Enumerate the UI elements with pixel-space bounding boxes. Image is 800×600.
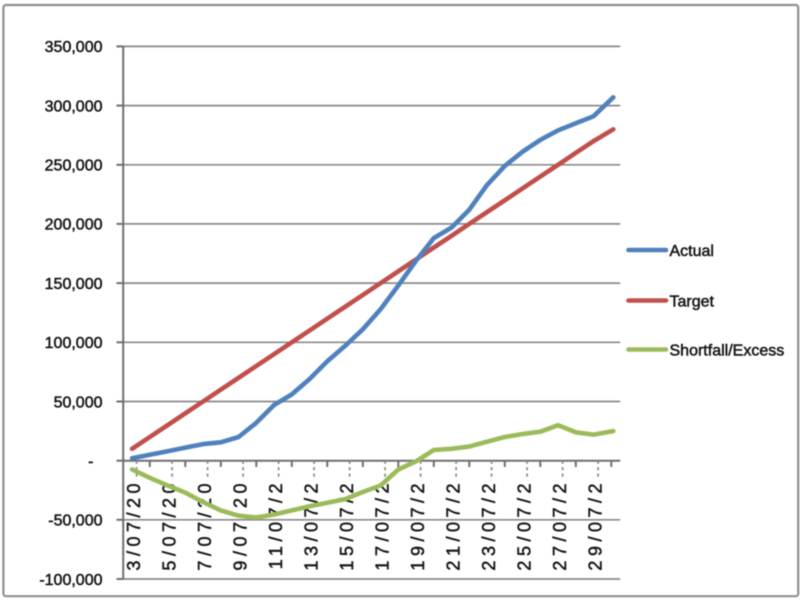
- svg-text:Shortfall/Excess: Shortfall/Excess: [670, 342, 785, 359]
- svg-text:-100,000: -100,000: [39, 572, 102, 589]
- svg-text:9/07/20: 9/07/20: [231, 479, 251, 571]
- svg-text:-: -: [88, 454, 93, 471]
- svg-text:21/07/2: 21/07/2: [444, 479, 464, 571]
- svg-text:50,000: 50,000: [54, 394, 103, 411]
- svg-text:Actual: Actual: [670, 243, 714, 260]
- svg-text:17/07/2: 17/07/2: [373, 479, 393, 571]
- svg-text:19/07/2: 19/07/2: [408, 479, 428, 571]
- svg-text:29/07/2: 29/07/2: [586, 479, 606, 571]
- svg-text:11/07/2: 11/07/2: [266, 479, 286, 569]
- svg-text:3/07/20: 3/07/20: [124, 479, 144, 571]
- svg-text:-50,000: -50,000: [48, 513, 102, 530]
- svg-text:7/07/20: 7/07/20: [195, 479, 215, 571]
- svg-text:350,000: 350,000: [45, 39, 103, 56]
- svg-text:23/07/2: 23/07/2: [479, 479, 499, 571]
- svg-text:Target: Target: [670, 293, 715, 310]
- svg-text:5/07/20: 5/07/20: [160, 479, 180, 571]
- svg-text:250,000: 250,000: [45, 158, 103, 175]
- svg-text:15/07/2: 15/07/2: [337, 479, 357, 571]
- svg-text:300,000: 300,000: [45, 98, 103, 115]
- svg-text:200,000: 200,000: [45, 217, 103, 234]
- svg-text:150,000: 150,000: [45, 276, 103, 293]
- svg-text:27/07/2: 27/07/2: [550, 479, 570, 571]
- svg-text:25/07/2: 25/07/2: [515, 479, 535, 571]
- svg-text:13/07/2: 13/07/2: [302, 479, 322, 571]
- svg-text:100,000: 100,000: [45, 335, 103, 352]
